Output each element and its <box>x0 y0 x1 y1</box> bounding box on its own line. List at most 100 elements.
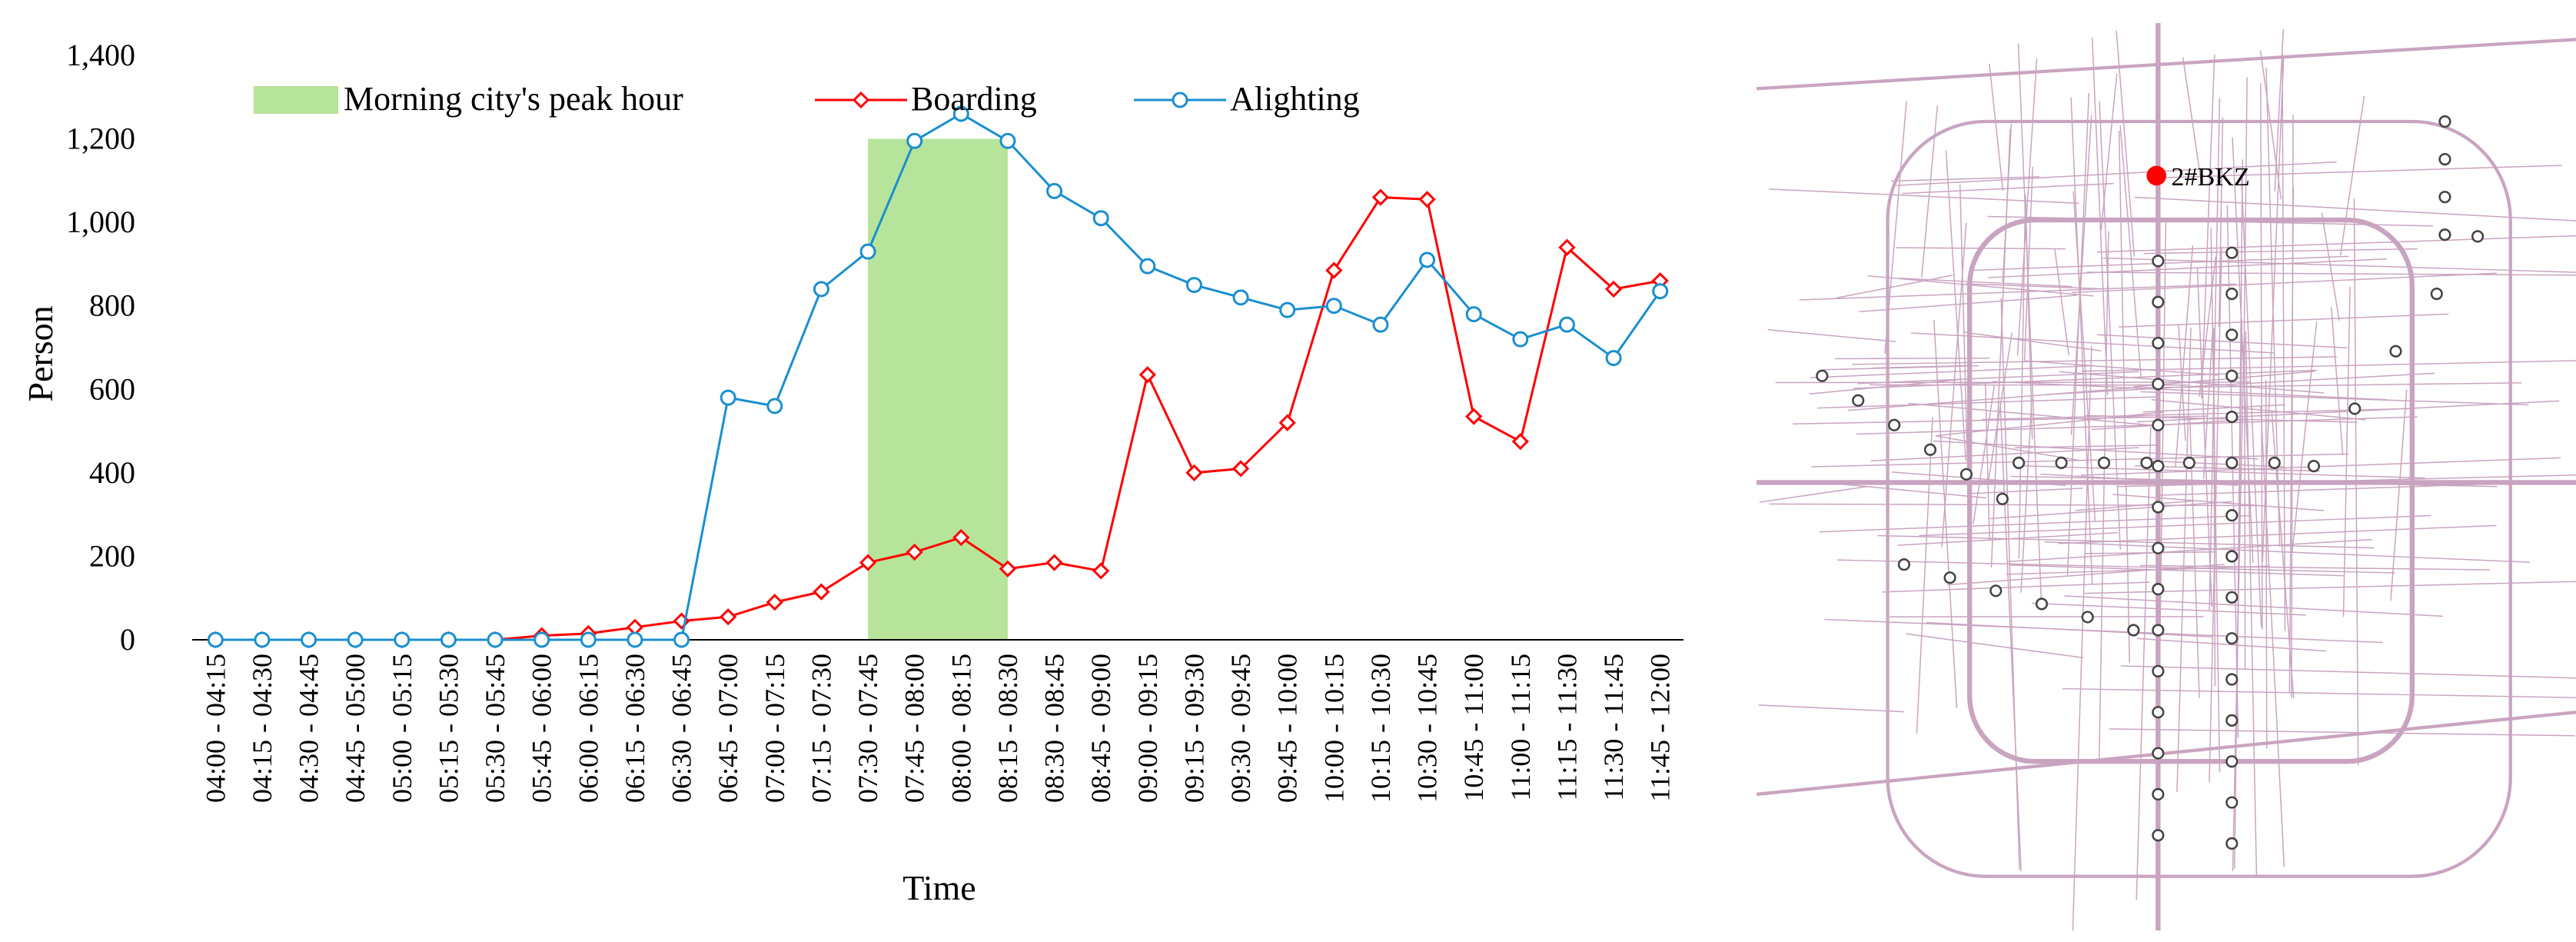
x-tick-labels: 04:00 - 04:15 04:15 - 04:30 04:30 - 04:45 0… <box>200 654 1675 803</box>
station-marker <box>2152 747 2165 760</box>
alighting-point <box>906 132 923 149</box>
peak-band-layer <box>868 138 1008 641</box>
station-marker <box>2225 796 2239 809</box>
alighting-point <box>1605 350 1622 367</box>
station-marker <box>2081 611 2094 624</box>
boarding-point <box>1278 414 1296 431</box>
y-tick-label: 0 <box>120 622 135 657</box>
alighting-point <box>1046 182 1063 199</box>
station-marker <box>2152 541 2165 554</box>
alighting-point <box>394 631 410 648</box>
alighting-point <box>766 398 783 414</box>
station-marker <box>1852 394 1865 407</box>
x-tick-label: 07:45 - 08:00 <box>899 654 930 803</box>
y-tick-label: 400 <box>89 455 135 490</box>
x-tick-label: 09:30 - 09:45 <box>1225 654 1256 803</box>
map-panel: 2#BKZ <box>1757 23 2576 930</box>
x-tick-label: 06:15 - 06:30 <box>620 654 650 803</box>
x-tick-label: 05:15 - 05:30 <box>433 654 464 803</box>
station-marker <box>2348 402 2362 415</box>
station-marker <box>2225 591 2239 604</box>
x-tick-label: 04:30 - 04:45 <box>294 654 324 803</box>
x-axis-title: Time <box>902 868 976 907</box>
alighting-point <box>1092 210 1109 227</box>
station-marker <box>2152 787 2165 801</box>
x-tick-label: 08:45 - 09:00 <box>1085 654 1116 803</box>
station-marker <box>2438 152 2451 166</box>
legend-marker-boarding <box>852 91 870 109</box>
station-marker <box>2307 460 2320 473</box>
x-tick-label: 11:30 - 11:45 <box>1598 654 1629 801</box>
station-marker <box>2152 378 2165 391</box>
alighting-point <box>1558 316 1575 333</box>
station-marker <box>2225 714 2239 727</box>
station-marker <box>2389 345 2402 358</box>
alighting-point <box>487 631 504 648</box>
station-marker <box>2127 624 2140 637</box>
boarding-point <box>1092 562 1110 580</box>
station-marker <box>2438 191 2451 204</box>
alighting-point <box>1232 289 1249 306</box>
boarding-point <box>813 583 830 601</box>
x-tick-label: 04:45 - 05:00 <box>340 654 371 803</box>
alighting-point <box>207 631 224 648</box>
station-marker <box>1959 468 1973 481</box>
boarding-point <box>1185 464 1203 481</box>
legend-label-alighting: Alighting <box>1230 80 1360 118</box>
boarding-point <box>859 554 877 571</box>
alighting-point <box>1465 306 1482 323</box>
boarding-point <box>1045 554 1063 571</box>
x-tick-label: 09:00 - 09:15 <box>1132 654 1163 803</box>
boarding-point <box>1325 261 1343 279</box>
station-marker <box>2152 255 2165 268</box>
boarding-point <box>999 560 1017 578</box>
station-marker <box>2225 246 2239 259</box>
boarding-point <box>1465 408 1483 425</box>
station-marker <box>2225 456 2239 469</box>
alighting-point <box>1325 298 1342 315</box>
x-tick-label: 08:00 - 08:15 <box>946 654 976 803</box>
alighting-point <box>627 631 643 648</box>
x-tick-label: 07:15 - 07:30 <box>806 654 836 803</box>
x-tick-label: 10:30 - 10:45 <box>1412 654 1443 803</box>
highlight-station-label: 2#BKZ <box>2171 163 2249 191</box>
station-marker <box>2225 509 2239 522</box>
alighting-point <box>347 631 364 648</box>
station-marker <box>2438 115 2451 128</box>
station-marker <box>2013 456 2026 469</box>
station-marker <box>2225 755 2239 768</box>
station-marker <box>2152 295 2165 308</box>
boarding-point <box>1418 191 1436 208</box>
x-tick-label: 06:30 - 06:45 <box>666 654 697 803</box>
legend-swatch-peak-hour <box>254 86 338 114</box>
alighting-point <box>673 631 690 648</box>
station-marker <box>1996 492 2009 505</box>
x-tick-label: 06:00 - 06:15 <box>573 654 603 803</box>
station-marker <box>2055 456 2068 469</box>
legend-label-peak-hour: Morning city's peak hour <box>344 80 683 118</box>
x-tick-label: 09:15 - 09:30 <box>1178 654 1209 803</box>
x-tick-label: 07:30 - 07:45 <box>853 654 883 803</box>
boarding-point <box>1604 280 1623 298</box>
boarding-point <box>720 608 737 626</box>
station-marker <box>1887 418 1901 431</box>
x-tick-label: 11:00 - 11:15 <box>1505 654 1536 801</box>
alighting-point <box>1279 301 1296 318</box>
station-marker <box>2430 287 2443 301</box>
x-tick-label: 08:30 - 08:45 <box>1039 654 1070 803</box>
alighting-point <box>254 631 271 648</box>
station-marker <box>1989 584 2003 597</box>
boarding-point <box>1371 188 1390 206</box>
x-tick-label: 08:15 - 08:30 <box>992 654 1023 803</box>
station-marker <box>2152 706 2165 719</box>
station-marker <box>2152 501 2165 514</box>
station-marker <box>2225 411 2239 424</box>
y-tick-labels: 0 200 400 600 800 1,000 1,200 1,400 <box>66 38 135 657</box>
alighting-point <box>440 631 457 648</box>
station-marker <box>2035 597 2049 611</box>
station-marker <box>2152 829 2165 842</box>
road-network <box>1757 23 2576 930</box>
metro-stations <box>1816 115 2485 850</box>
station-marker <box>2097 456 2111 469</box>
x-tick-label: 04:15 - 04:30 <box>247 654 278 803</box>
